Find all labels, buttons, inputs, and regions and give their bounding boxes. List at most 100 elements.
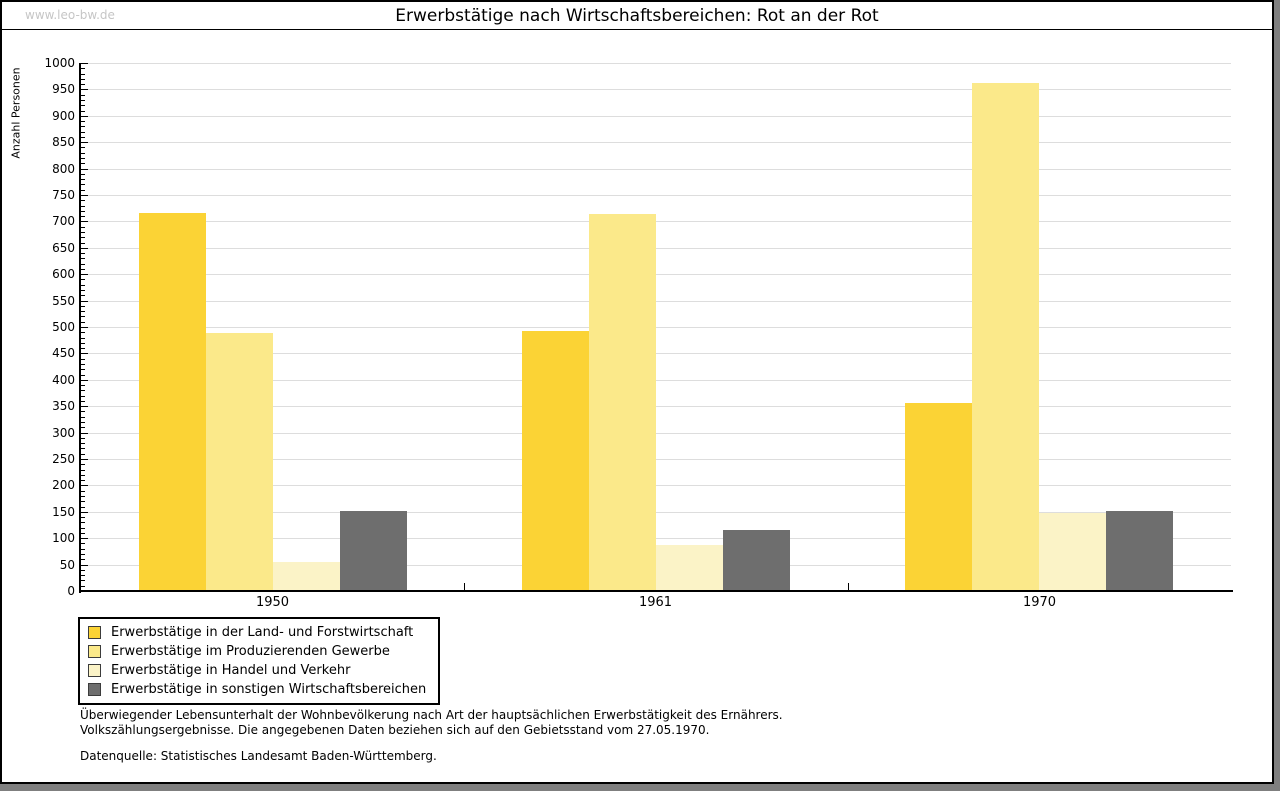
minor-tick-320 (81, 422, 85, 423)
y-tick-label-700: 700 (52, 214, 75, 228)
y-tick-label-750: 750 (52, 188, 75, 202)
gridline-100 (81, 538, 1231, 539)
minor-tick-710 (81, 216, 85, 217)
minor-tick-180 (81, 496, 85, 497)
y-axis-line (79, 63, 81, 593)
major-tick-700 (81, 221, 88, 222)
major-tick-550 (81, 301, 88, 302)
major-tick-450 (81, 353, 88, 354)
y-axis-title: Anzahl Personen (9, 67, 23, 159)
minor-tick-880 (81, 126, 85, 127)
legend-swatch-icon (88, 683, 101, 696)
minor-tick-590 (81, 279, 85, 280)
y-tick-label-200: 200 (52, 478, 75, 492)
y-tick-label-0: 0 (67, 584, 75, 598)
x-axis-line (79, 590, 1233, 592)
y-tick-label-150: 150 (52, 505, 75, 519)
minor-tick-760 (81, 190, 85, 191)
y-tick-label-900: 900 (52, 109, 75, 123)
bar-1970-series-1 (972, 83, 1039, 590)
minor-tick-240 (81, 464, 85, 465)
gridline-450 (81, 353, 1231, 354)
minor-tick-660 (81, 243, 85, 244)
minor-tick-110 (81, 533, 85, 534)
bar-1950-series-2 (273, 562, 340, 590)
minor-tick-510 (81, 322, 85, 323)
gridline-750 (81, 195, 1231, 196)
y-tick-label-1000: 1000 (44, 56, 75, 70)
minor-tick-260 (81, 454, 85, 455)
minor-tick-410 (81, 375, 85, 376)
minor-tick-990 (81, 68, 85, 69)
major-tick-750 (81, 195, 88, 196)
gridline-700 (81, 221, 1231, 222)
minor-tick-670 (81, 237, 85, 238)
minor-tick-420 (81, 369, 85, 370)
footnote-line2: Volkszählungsergebnisse. Die angegebenen… (80, 723, 710, 737)
minor-tick-40 (81, 570, 85, 571)
minor-tick-30 (81, 575, 85, 576)
legend-label: Erwerbstätige in der Land- und Forstwirt… (111, 625, 414, 640)
y-tick-label-500: 500 (52, 320, 75, 334)
minor-tick-960 (81, 84, 85, 85)
minor-tick-430 (81, 364, 85, 365)
minor-tick-120 (81, 528, 85, 529)
minor-tick-160 (81, 507, 85, 508)
plot-area: Anzahl Personen 0 50 100 150 200 250 300 350 400… (2, 2, 1272, 782)
y-tick-label-350: 350 (52, 399, 75, 413)
minor-tick-640 (81, 253, 85, 254)
minor-tick-680 (81, 232, 85, 233)
x-category-separator-1 (464, 583, 465, 590)
legend-label: Erwerbstätige in sonstigen Wirtschaftsbe… (111, 682, 427, 697)
legend-swatch-icon (88, 664, 101, 677)
gridline-550 (81, 301, 1231, 302)
gridline-650 (81, 248, 1231, 249)
y-tick-label-650: 650 (52, 241, 75, 255)
chart-title: Erwerbstätige nach Wirtschaftsbereichen:… (395, 6, 879, 26)
header-divider (2, 29, 1272, 30)
minor-tick-780 (81, 179, 85, 180)
minor-tick-360 (81, 401, 85, 402)
bar-1961-series-3 (723, 530, 790, 590)
y-tick-label-400: 400 (52, 373, 75, 387)
bar-1950-series-3 (340, 511, 407, 590)
legend: Erwerbstätige in der Land- und Forstwirt… (78, 617, 441, 705)
gridline-800 (81, 169, 1231, 170)
bar-1950-series-1 (206, 333, 273, 590)
x-category-label-1950: 1950 (255, 595, 290, 610)
legend-swatch-icon (88, 626, 101, 639)
legend-label: Erwerbstätige im Produzierenden Gewerbe (111, 644, 390, 659)
minor-tick-90 (81, 543, 85, 544)
minor-tick-530 (81, 311, 85, 312)
major-tick-950 (81, 89, 88, 90)
minor-tick-740 (81, 200, 85, 201)
y-tick-label-250: 250 (52, 452, 75, 466)
minor-tick-690 (81, 227, 85, 228)
minor-tick-270 (81, 448, 85, 449)
gridline-500 (81, 327, 1231, 328)
footnote: Überwiegender Lebensunterhalt der Wohnbe… (80, 708, 783, 764)
minor-tick-570 (81, 290, 85, 291)
bar-1961-series-1 (589, 214, 656, 590)
minor-tick-770 (81, 184, 85, 185)
minor-tick-630 (81, 258, 85, 259)
y-tick-label-300: 300 (52, 426, 75, 440)
major-tick-800 (81, 169, 88, 170)
gridline-1000 (81, 63, 1231, 64)
minor-tick-870 (81, 132, 85, 133)
minor-tick-940 (81, 95, 85, 96)
legend-swatch-icon (88, 645, 101, 658)
y-tick-label-450: 450 (52, 346, 75, 360)
minor-tick-620 (81, 264, 85, 265)
minor-tick-790 (81, 174, 85, 175)
minor-tick-930 (81, 100, 85, 101)
y-tick-label-50: 50 (59, 558, 75, 572)
legend-row-2: Erwerbstätige in Handel und Verkehr (88, 661, 426, 680)
minor-tick-480 (81, 338, 85, 339)
major-tick-250 (81, 459, 88, 460)
bar-1961-series-2 (656, 545, 723, 590)
minor-tick-980 (81, 74, 85, 75)
gridline-300 (81, 433, 1231, 434)
major-tick-150 (81, 512, 88, 513)
gridline-250 (81, 459, 1231, 460)
